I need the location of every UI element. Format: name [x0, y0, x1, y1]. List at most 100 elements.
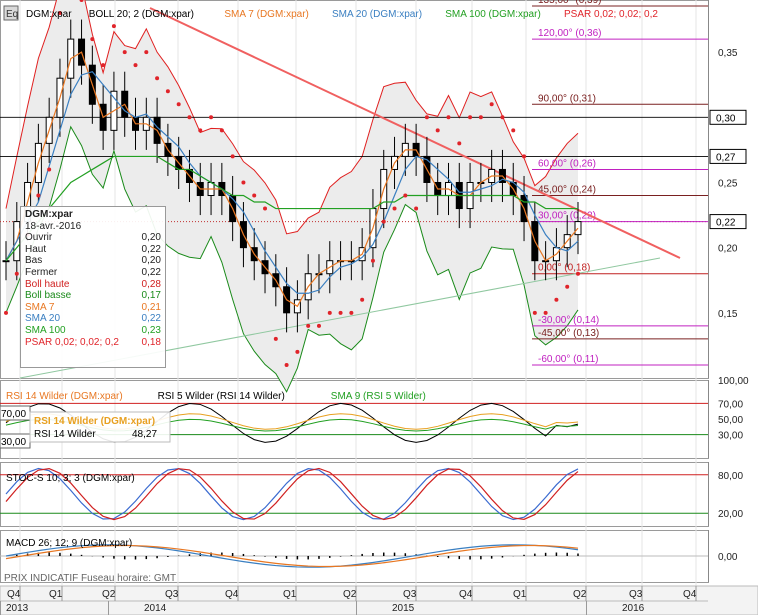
quarter-label: Q4: [459, 589, 473, 600]
psar-dot: [101, 63, 106, 68]
downtrend-line: [149, 7, 681, 259]
info-row-value: 0,22: [141, 243, 161, 255]
rsi-tooltip-box: [29, 411, 171, 443]
psar-dot: [36, 193, 41, 198]
fib-label: 0,00° (0,18): [538, 263, 590, 274]
psar-dot: [14, 271, 19, 276]
psar-dot: [554, 297, 559, 302]
stoch-tick-label: 80,00: [718, 471, 743, 482]
info-row: SMA 7 0,21: [25, 302, 161, 314]
stoch-d-line: [5, 467, 579, 521]
psar-dot: [187, 115, 192, 120]
price-tick-label: 0,25: [718, 178, 738, 189]
psar-dot: [57, 11, 62, 16]
psar-dot: [295, 349, 300, 354]
candle-body: [2, 260, 10, 263]
macd-legend: MACD 26; 12; 9 (DGM:xpar): [6, 538, 132, 549]
psar-dot: [424, 115, 429, 120]
psar-dot: [316, 323, 321, 328]
psar-dot: [219, 128, 224, 133]
price-box-label: 0,22: [716, 218, 736, 229]
quarter-label: Q2: [102, 589, 116, 600]
psar-dot: [47, 167, 52, 172]
info-row-label: SMA 100: [25, 324, 66, 336]
info-row-label: PSAR 0,02; 0,02; 0,2: [25, 336, 119, 348]
info-row-value: 0,23: [141, 324, 161, 336]
price-box: [709, 148, 747, 164]
quarter-label: Q3: [403, 589, 417, 600]
rsi-tooltip-value: 48,27: [132, 429, 157, 440]
quarter-label: Q1: [49, 589, 63, 600]
info-row-value: 0,22: [141, 266, 161, 278]
psar-dot: [478, 115, 483, 120]
rsi-legend-item: RSI 5 Wilder (RSI 14 Wilder): [158, 391, 285, 402]
psar-dot: [435, 128, 440, 133]
rsi-legend-item: RSI 14 Wilder (DGM:xpar): [6, 391, 123, 402]
info-row: Boll basse 0,17: [25, 290, 161, 302]
psar-dot: [263, 206, 268, 211]
info-row: SMA 100 0,23: [25, 325, 161, 337]
price-tick-label: 0,15: [718, 309, 738, 320]
quarter-label: Q1: [513, 589, 527, 600]
price-tick-label: 0,20: [718, 244, 738, 255]
psar-dot: [543, 310, 548, 315]
psar-dot: [252, 193, 257, 198]
fib-label: -60,00° (0,11): [538, 354, 599, 365]
price-box: [709, 214, 747, 230]
bollinger-upper-line: [5, 0, 579, 235]
rsi-tooltip-title: RSI 14 Wilder (DGM:xpar): [34, 416, 155, 427]
year-label: 2013: [6, 603, 29, 614]
info-row: PSAR 0,02; 0,02; 0,2 0,18: [25, 337, 161, 349]
psar-dot: [165, 89, 170, 94]
info-row-value: 0,21: [141, 301, 161, 313]
psar-dot: [306, 323, 311, 328]
eq-icon-label: Eq: [6, 9, 18, 20]
info-row-label: Ouvrir: [25, 232, 53, 244]
stoch-legend: STOC-S 10; 3; 3 (DGM:xpar): [6, 473, 135, 484]
main-legend-item: BOLL 20; 2 (DGM:xpar): [89, 9, 194, 20]
psar-dot: [230, 154, 235, 159]
psar-dot: [349, 310, 354, 315]
psar-dot: [90, 37, 95, 42]
main-legend-item: SMA 20 (DGM:xpar): [332, 9, 422, 20]
psar-dot: [522, 154, 527, 159]
stoch-tick-label: 20,00: [718, 509, 743, 520]
psar-dot: [414, 206, 419, 211]
psar-dot: [4, 310, 8, 315]
sma20-line: [5, 71, 579, 294]
price-tick-label: 0,35: [718, 48, 738, 59]
info-row-label: Haut: [25, 243, 47, 255]
psar-dot: [111, 24, 116, 29]
fib-label: 120,00° (0,36): [538, 28, 602, 39]
macd-signal-line: [5, 544, 579, 568]
main-legend-item: DGM:xpar: [26, 9, 72, 20]
info-row-label: Bas: [25, 255, 43, 267]
info-row: Fermer 0,22: [25, 267, 161, 279]
footer-note: PRIX INDICATIF Fuseau horaire: GMT: [4, 573, 176, 584]
quarter-label: Q1: [283, 589, 297, 600]
quarter-label: Q2: [573, 589, 587, 600]
psar-dot: [360, 297, 365, 302]
psar-dot: [122, 50, 127, 55]
psar-dot: [273, 336, 278, 341]
info-title: DGM:xpar: [25, 209, 73, 220]
macd-tick-label: 0,00: [718, 552, 738, 563]
rsi-tick-label: 70,00: [718, 399, 743, 410]
fib-label: -45,00° (0,13): [538, 328, 599, 339]
fib-label: 90,00° (0,31): [538, 93, 596, 104]
psar-dot: [133, 63, 138, 68]
quarter-label: Q4: [683, 589, 697, 600]
info-row-value: 0,20: [141, 232, 161, 244]
quarter-label: Q4: [225, 589, 239, 600]
info-row-value: 0,18: [141, 336, 161, 348]
price-box-label: 0,27: [716, 152, 736, 163]
stoch-k-line: [5, 467, 579, 521]
price-box-label: 0,30: [716, 113, 736, 124]
psar-dot: [457, 141, 462, 146]
rsi-tooltip-name: RSI 14 Wilder: [34, 429, 96, 440]
psar-dot: [576, 271, 580, 276]
main-legend-item: SMA 7 (DGM:xpar): [224, 9, 308, 20]
sma100-line: [5, 155, 578, 262]
psar-dot: [511, 128, 516, 133]
main-legend-item: PSAR 0,02; 0,02; 0,2: [564, 9, 658, 20]
